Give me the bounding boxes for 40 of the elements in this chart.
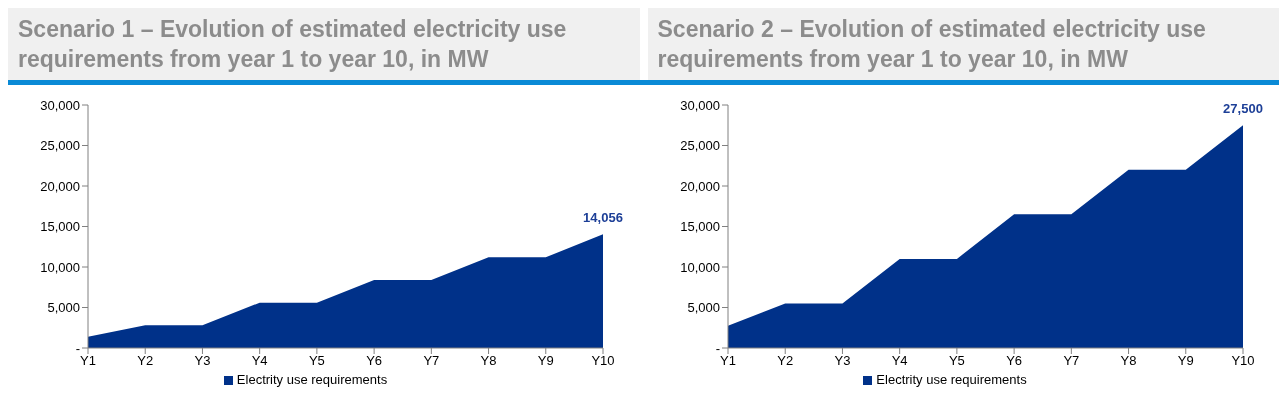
y-tick-label: 5,000 xyxy=(686,300,720,316)
x-tick-label: Y1 xyxy=(80,353,96,369)
chart-title: Scenario 2 – Evolution of estimated electricity use requirements from year 1 to year 10, in MW xyxy=(647,8,1279,80)
y-tick-label: - xyxy=(715,340,720,356)
x-tick-label: Y10 xyxy=(1230,353,1255,369)
x-tick-label: Y8 xyxy=(480,353,497,369)
x-tick-label: Y9 xyxy=(1177,353,1194,369)
x-tick-label: Y8 xyxy=(1120,353,1137,369)
x-tick-label: Y6 xyxy=(366,353,383,369)
y-tick-label: - xyxy=(75,340,80,356)
x-tick-label: Y1 xyxy=(719,353,736,369)
y-tick-label: 10,000 xyxy=(40,259,80,275)
x-tick-label: Y4 xyxy=(891,353,908,369)
y-tick-label: 30,000 xyxy=(40,97,80,113)
data-label: 27,500 xyxy=(1222,101,1263,117)
chart-title: Scenario 1 – Evolution of estimated electricity use requirements from year 1 to year 10, in MW xyxy=(8,8,640,80)
data-label: 14,056 xyxy=(583,210,623,226)
x-tick-label: Y9 xyxy=(537,353,554,369)
y-tick-label: 15,000 xyxy=(679,219,720,235)
y-tick-label: 30,000 xyxy=(679,97,720,113)
y-tick-label: 5,000 xyxy=(47,300,80,316)
x-tick-label: Y6 xyxy=(1005,353,1022,369)
x-tick-label: Y7 xyxy=(1062,353,1079,369)
y-tick-label: 10,000 xyxy=(679,259,720,275)
y-tick-label: 20,000 xyxy=(40,178,80,194)
x-tick-label: Y2 xyxy=(776,353,793,369)
x-tick-label: Y3 xyxy=(194,353,211,369)
y-tick-label: 25,000 xyxy=(679,138,720,154)
legend-label: Electrity use requirements xyxy=(236,372,388,387)
x-tick-label: Y7 xyxy=(423,353,440,369)
y-tick-label: 20,000 xyxy=(679,178,720,194)
x-tick-label: Y10 xyxy=(591,353,615,369)
y-tick-label: 15,000 xyxy=(40,219,80,235)
x-tick-label: Y4 xyxy=(251,353,268,369)
x-tick-label: Y3 xyxy=(833,353,850,369)
x-tick-label: Y5 xyxy=(948,353,965,369)
legend-label: Electrity use requirements xyxy=(876,372,1027,387)
y-tick-label: 25,000 xyxy=(40,138,80,154)
x-tick-label: Y2 xyxy=(137,353,154,369)
x-tick-label: Y5 xyxy=(308,353,325,369)
